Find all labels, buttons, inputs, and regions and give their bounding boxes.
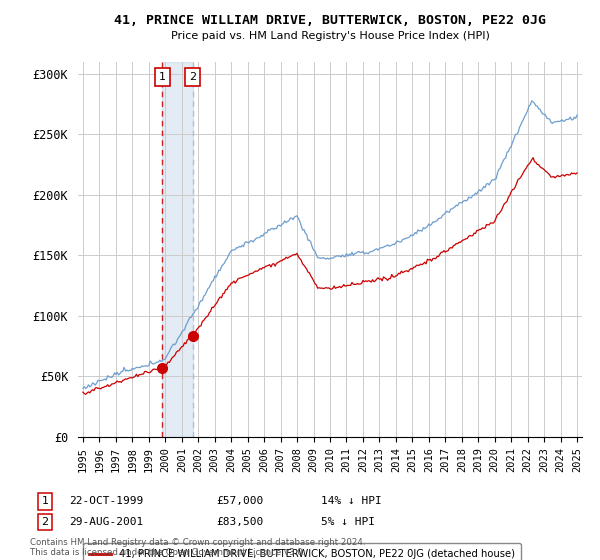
Bar [162, 62, 193, 437]
Text: 29-AUG-2001: 29-AUG-2001 [69, 517, 143, 527]
Text: 1: 1 [158, 72, 166, 82]
Text: 2: 2 [189, 72, 196, 82]
Text: £83,500: £83,500 [216, 517, 263, 527]
Text: £57,000: £57,000 [216, 496, 263, 506]
Text: 5% ↓ HPI: 5% ↓ HPI [321, 517, 375, 527]
Text: Contains HM Land Registry data © Crown copyright and database right 2024.
This d: Contains HM Land Registry data © Crown c… [30, 538, 365, 557]
Text: 22-OCT-1999: 22-OCT-1999 [69, 496, 143, 506]
Text: 14% ↓ HPI: 14% ↓ HPI [321, 496, 382, 506]
Text: Price paid vs. HM Land Registry's House Price Index (HPI): Price paid vs. HM Land Registry's House … [170, 31, 490, 41]
Text: 41, PRINCE WILLIAM DRIVE, BUTTERWICK, BOSTON, PE22 0JG: 41, PRINCE WILLIAM DRIVE, BUTTERWICK, BO… [114, 14, 546, 27]
Legend: 41, PRINCE WILLIAM DRIVE, BUTTERWICK, BOSTON, PE22 0JG (detached house), HPI: Av: 41, PRINCE WILLIAM DRIVE, BUTTERWICK, BO… [83, 543, 521, 560]
Text: 1: 1 [41, 496, 49, 506]
Text: 2: 2 [41, 517, 49, 527]
